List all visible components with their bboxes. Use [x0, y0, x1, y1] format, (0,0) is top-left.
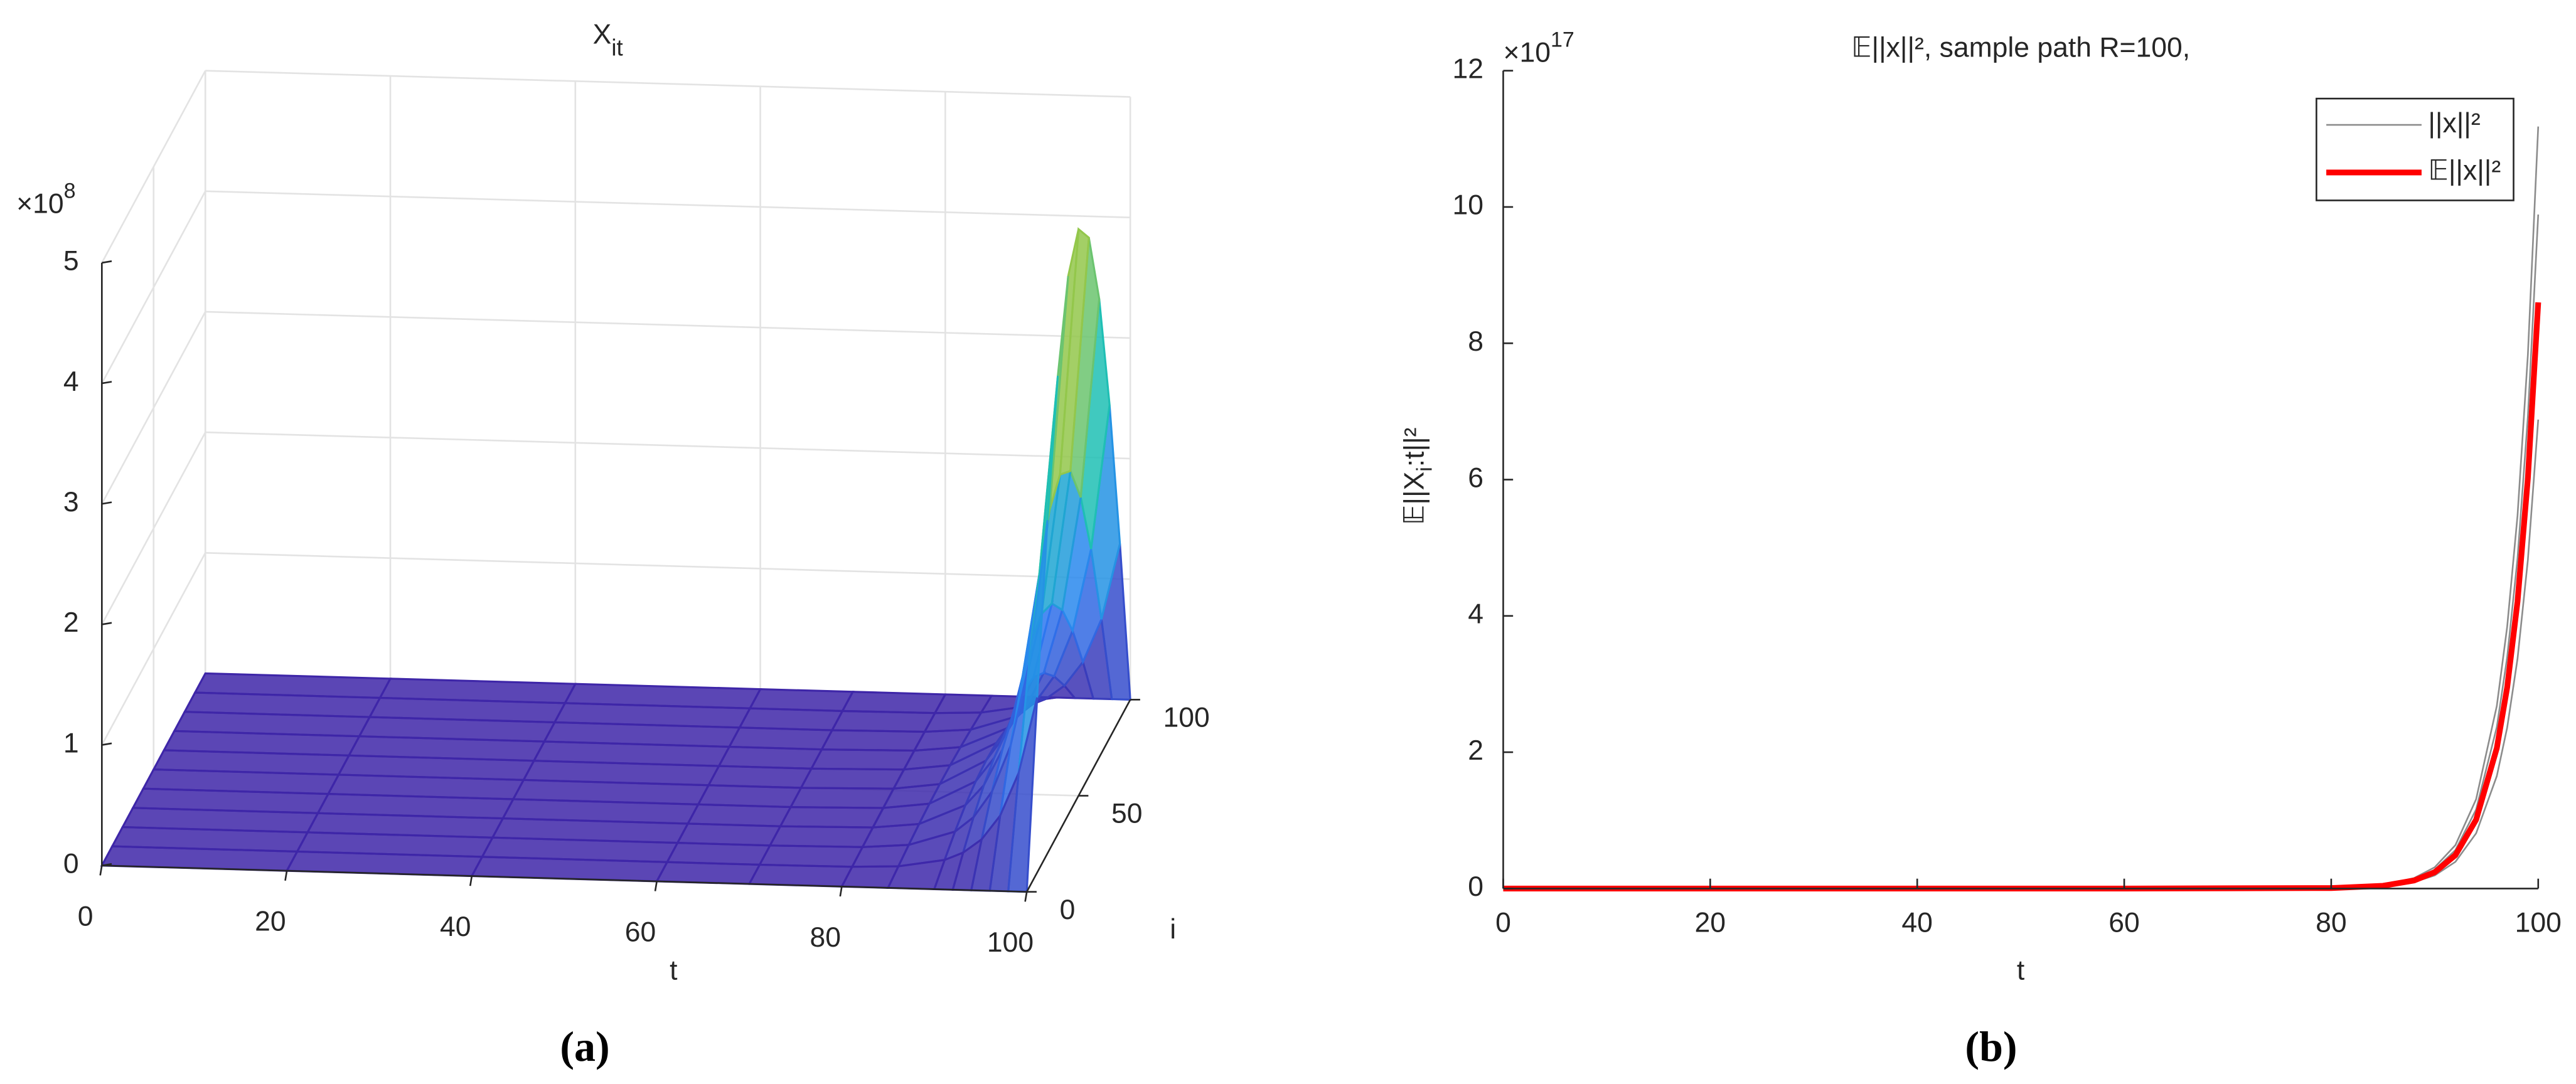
x-tick	[1024, 891, 1028, 902]
surface-cell	[768, 825, 875, 848]
x-axis-label: t	[2017, 955, 2025, 986]
y-tick-label: 50	[1111, 799, 1142, 829]
exponent-power: 8	[64, 179, 76, 203]
x-axis-label: t	[670, 955, 678, 986]
exponent-base: ×10	[16, 188, 63, 219]
z-tick	[102, 501, 112, 505]
x-tick-label: 20	[255, 906, 286, 937]
surface-cell	[840, 691, 948, 715]
z-tick	[102, 260, 112, 264]
x-tick-label: 40	[1901, 908, 1933, 938]
grid-line	[101, 311, 206, 504]
caption: (a)	[560, 1023, 609, 1070]
y-tick-label: 10	[1453, 190, 1484, 221]
x-tick-label: 0	[78, 901, 94, 932]
exponent-power: 17	[1551, 28, 1574, 51]
x-tick-label: 40	[440, 911, 471, 942]
sample-line	[1503, 331, 2540, 890]
grid-line	[205, 70, 1131, 98]
surface-cell	[747, 863, 854, 888]
z-tick-label: 1	[63, 728, 79, 758]
surface-cell	[778, 805, 885, 829]
x-tick	[99, 865, 103, 876]
grid-line	[205, 431, 1131, 460]
y-tick-label: 0	[1468, 871, 1483, 902]
x-tick-label: 0	[1495, 908, 1511, 938]
surface-cell	[757, 844, 865, 868]
surface-cell	[810, 748, 916, 771]
surface-cell	[676, 822, 783, 847]
legend-box	[2316, 97, 2515, 201]
z-tick-label: 0	[63, 848, 79, 879]
x-tick-label: 80	[2316, 908, 2347, 938]
surface-cell	[748, 688, 855, 712]
x-axis	[102, 864, 1027, 893]
surface-cell	[655, 861, 762, 885]
series-line	[1503, 302, 2541, 891]
surface-cell	[707, 765, 813, 789]
y-exponent: ×1017	[1503, 28, 1574, 68]
surface-cell	[799, 767, 906, 790]
surface-cell	[697, 784, 803, 809]
title-sub: it	[611, 35, 623, 60]
title-main: X	[593, 19, 612, 50]
z-tick-label: 4	[63, 366, 79, 397]
z-tick	[102, 742, 112, 746]
chart-title: Xit	[593, 19, 623, 60]
exponent-base: ×10	[1503, 37, 1551, 68]
grid-line	[205, 551, 1131, 580]
surface-cell	[727, 726, 834, 751]
z-tick-label: 3	[63, 487, 79, 518]
x-tick-label: 60	[625, 917, 656, 947]
z-tick-label: 5	[63, 246, 79, 277]
x-tick-label: 100	[987, 927, 1034, 958]
surface-cell	[665, 842, 772, 866]
sample-line	[1503, 126, 2540, 890]
x-tick	[654, 881, 658, 891]
surface-cell	[830, 709, 937, 733]
ylabel-rest: :t||²	[1399, 428, 1430, 467]
x-tick	[839, 886, 843, 897]
y-tick-label: 2	[1468, 735, 1483, 766]
y-axis-label: i	[1170, 914, 1176, 945]
y-tick-label: 12	[1453, 53, 1484, 84]
sample-line	[1503, 419, 2540, 890]
y-axis-label: 𝔼||Xi:t||²	[1399, 428, 1436, 525]
legend-label: 𝔼||x||²	[2428, 156, 2501, 186]
chart-title: 𝔼||x||², sample path R=100,	[1851, 32, 2190, 63]
caption: (b)	[1965, 1023, 2017, 1070]
grid-line	[101, 191, 206, 384]
grid-line	[205, 311, 1131, 339]
z-tick-label: 2	[63, 607, 79, 638]
x-tick	[469, 876, 473, 886]
surface-cell	[738, 707, 845, 731]
x-tick-label: 100	[2515, 908, 2562, 938]
surface-cell	[717, 745, 824, 770]
surface-cell	[789, 787, 895, 809]
grid-line	[101, 552, 206, 746]
ylabel-main: 𝔼||X	[1399, 472, 1430, 525]
grid-line	[101, 70, 206, 263]
y-tick-label: 4	[1468, 599, 1483, 630]
z-tick	[102, 863, 112, 867]
x-tick	[284, 870, 288, 881]
surface-cell	[686, 803, 793, 827]
x-tick-label: 60	[2108, 908, 2140, 938]
ylabel-sub: i	[1413, 467, 1436, 472]
grid-line	[101, 432, 206, 625]
y-tick-label: 100	[1163, 702, 1210, 733]
z-exponent: ×108	[16, 179, 75, 219]
y-tick-label: 8	[1468, 326, 1483, 357]
legend-label: ||x||²	[2428, 108, 2480, 139]
y-tick-label: 0	[1060, 895, 1076, 925]
z-tick	[102, 381, 112, 385]
x-tick-label: 80	[810, 922, 842, 953]
grid-line	[205, 190, 1131, 218]
surface-cell	[820, 729, 927, 752]
x-tick-label: 20	[1695, 908, 1726, 938]
y-tick-label: 6	[1468, 462, 1483, 493]
sample-line	[1503, 214, 2540, 890]
z-tick	[102, 622, 112, 625]
